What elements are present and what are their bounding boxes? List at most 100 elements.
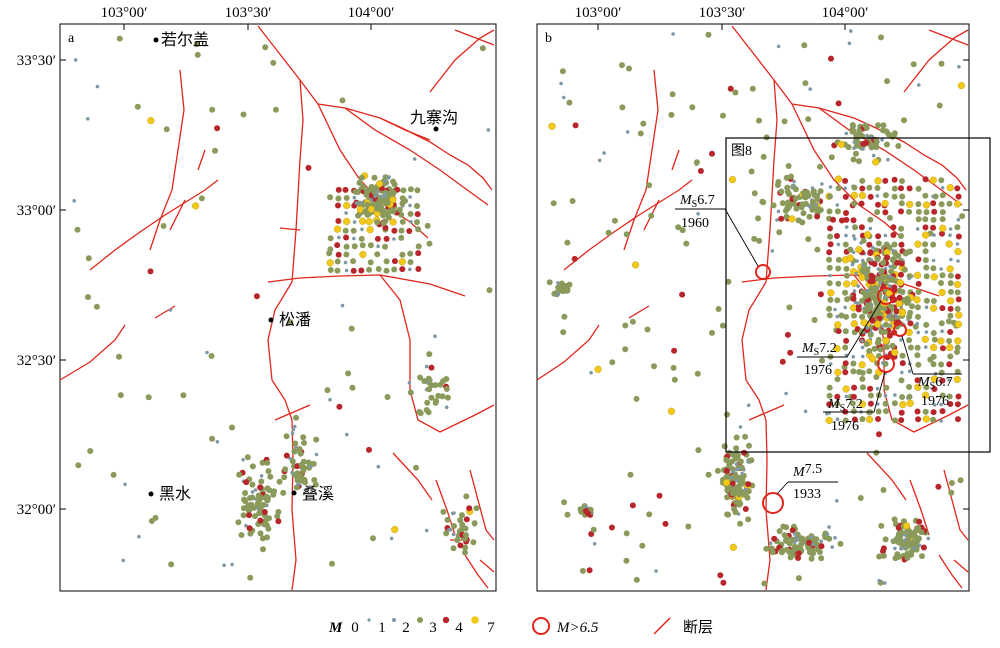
earthquake-dot: [907, 369, 912, 374]
earthquake-dot: [922, 216, 929, 223]
earthquake-dot: [946, 265, 954, 273]
earthquake-dot: [137, 534, 141, 539]
earthquake-dot: [311, 477, 318, 483]
legend-scale-label: 0: [351, 620, 359, 636]
earthquake-dot: [929, 343, 938, 352]
earthquake-dot: [915, 216, 922, 223]
earthquake-dot: [931, 336, 938, 343]
earthquake-dot: [348, 325, 355, 332]
earthquake-dot: [238, 532, 245, 538]
svg-text:MS6.7: MS6.7: [917, 375, 953, 392]
earthquake-dot: [847, 41, 852, 46]
earthquake-dot: [922, 241, 929, 248]
annotations: MS6.7 1960 MS7.2 1976 MS6.7 1976 MS7.2 1…: [679, 193, 953, 502]
earthquake-dot: [744, 494, 751, 501]
earthquake-dot: [914, 240, 922, 248]
earthquake-dot: [389, 536, 394, 541]
legend-scale-label: 2: [402, 620, 410, 636]
earthquake-dot: [914, 352, 921, 359]
earthquake-dot: [406, 228, 413, 234]
earthquake-dot: [946, 343, 954, 352]
earthquake-dot: [861, 147, 865, 151]
earthquake-dot: [717, 572, 724, 579]
earthquake-dot: [858, 361, 866, 369]
earthquake-dot: [253, 488, 258, 492]
earthquake-dot: [946, 200, 953, 207]
earthquake-dot: [833, 307, 837, 312]
earthquake-dot: [409, 220, 413, 224]
earthquake-dot: [847, 246, 854, 253]
earthquake-dot: [938, 177, 945, 184]
earthquake-dot: [826, 312, 833, 319]
earthquake-dot: [720, 579, 727, 586]
earthquake-dot: [863, 266, 870, 273]
earthquake-dot: [446, 528, 451, 532]
earthquake-dot: [850, 320, 858, 328]
panel-a-faults: [59, 25, 495, 591]
earthquake-dot: [875, 416, 881, 422]
earthquake-dot: [930, 353, 937, 360]
earthquake-dot: [327, 194, 334, 201]
earthquake-dot: [875, 194, 880, 198]
earthquake-dot: [424, 399, 431, 406]
earthquake-dot: [362, 208, 368, 215]
earthquake-dot: [922, 192, 929, 199]
earthquake-dot: [904, 554, 911, 561]
earthquake-dot: [559, 81, 563, 86]
earthquake-dot: [857, 495, 864, 501]
earthquake-dot: [240, 512, 247, 519]
earthquake-dot: [930, 298, 937, 304]
panel-b-frame: [536, 23, 970, 592]
earthquake-dot: [939, 392, 946, 399]
earthquake-dot: [287, 319, 294, 326]
earthquake-dot: [871, 153, 876, 158]
ann-1933-value: 7.5: [805, 462, 823, 477]
earthquake-dot: [215, 440, 220, 444]
earthquake-dot: [350, 258, 357, 265]
earthquake-dot: [374, 219, 381, 226]
earthquake-dot: [778, 549, 785, 556]
earthquake-dot: [751, 235, 758, 242]
earthquake-dot: [878, 522, 885, 529]
panel-b-top-ticks: 103°00′ 103°30′ 104°00′: [575, 5, 969, 510]
earthquake-dot: [886, 244, 893, 251]
earthquake-dot: [399, 251, 406, 258]
earthquake-dot: [863, 231, 872, 239]
earthquake-dot: [923, 384, 930, 391]
earthquake-dot: [837, 140, 845, 149]
earthquake-dot: [333, 225, 342, 233]
earthquake-dot: [876, 315, 883, 321]
earthquake-dot: [370, 535, 376, 542]
earthquake-dot: [725, 511, 732, 518]
earthquake-dot: [859, 185, 866, 192]
earthquake-dot: [882, 177, 889, 184]
earthquake-dot: [793, 532, 797, 536]
earthquake-dot: [955, 311, 963, 319]
earthquake-dot: [249, 463, 256, 470]
earthquake-dot: [93, 303, 100, 310]
earthquake-dot: [915, 201, 922, 208]
earthquake-dot: [785, 199, 791, 206]
earthquake-dot: [946, 297, 955, 305]
ann-1976b-year: 1976: [921, 394, 949, 409]
earthquake-dot: [407, 186, 414, 193]
earthquake-dot: [858, 400, 867, 408]
earthquake-dot: [898, 200, 905, 207]
panel-a-earthquakes: [72, 35, 493, 581]
earthquake-dot: [809, 199, 816, 206]
earthquake-dot: [679, 291, 686, 298]
earthquake-dot: [375, 266, 382, 272]
earthquake-dot: [850, 191, 859, 199]
earthquake-dot: [74, 226, 81, 233]
earthquake-dot: [123, 482, 127, 487]
earthquake-dot: [256, 510, 263, 517]
earthquake-dot: [271, 488, 278, 495]
earthquake-dot: [817, 188, 824, 195]
earthquake-dot: [804, 189, 810, 196]
earthquake-dot: [939, 216, 946, 223]
earthquake-dot: [407, 380, 412, 385]
earthquake-dot: [875, 240, 882, 247]
earthquake-dot: [855, 259, 859, 263]
earthquake-dot: [386, 176, 391, 180]
